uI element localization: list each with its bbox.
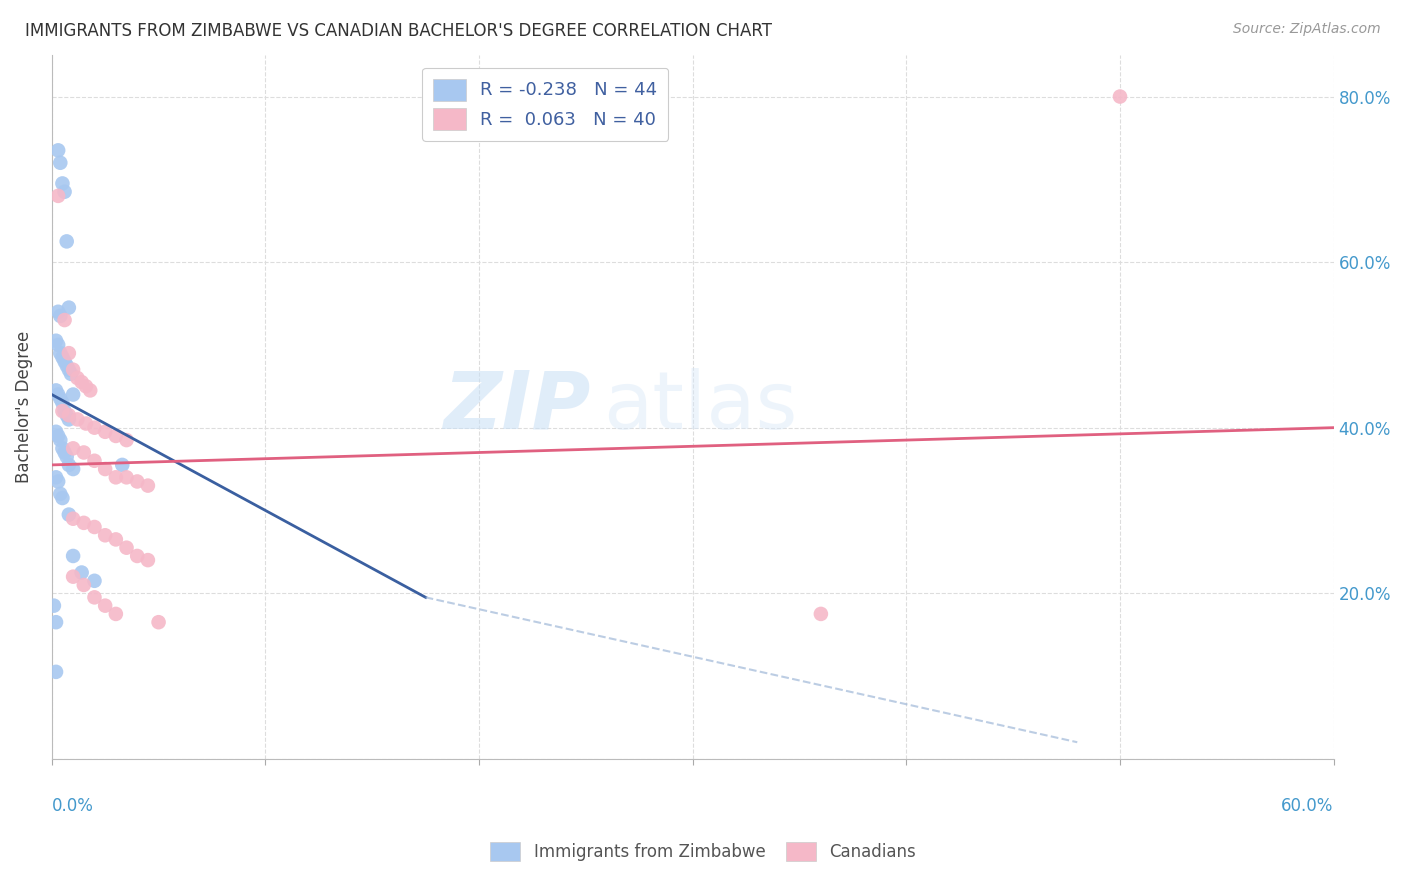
Point [83, 454, 105, 468]
Point [115, 433, 138, 447]
Point [45, 384, 67, 398]
Point [94, 599, 117, 613]
Point [55, 450, 77, 464]
Point [46, 338, 69, 352]
Point [62, 549, 84, 563]
Point [136, 478, 159, 492]
Point [51, 491, 73, 505]
Point [73, 516, 96, 530]
Point [46, 387, 69, 401]
Point [46, 144, 69, 158]
Point [58, 362, 80, 376]
Point [70, 566, 93, 580]
Point [148, 615, 170, 630]
Point [53, 354, 76, 368]
Point [51, 442, 73, 456]
Point [83, 420, 105, 434]
Point [42, 599, 65, 613]
Point [58, 412, 80, 426]
Point [51, 396, 73, 410]
Point [83, 591, 105, 605]
Point [58, 458, 80, 472]
Point [1109, 89, 1132, 103]
Point [136, 553, 159, 567]
Point [94, 425, 117, 439]
Point [58, 346, 80, 360]
Point [111, 458, 134, 472]
Legend: R = -0.238   N = 44, R =  0.063   N = 40: R = -0.238 N = 44, R = 0.063 N = 40 [422, 68, 668, 141]
Point [51, 404, 73, 418]
Point [46, 429, 69, 443]
Point [62, 512, 84, 526]
Point [104, 607, 127, 621]
Point [66, 412, 89, 426]
Point [49, 309, 72, 323]
Point [115, 470, 138, 484]
Point [49, 392, 72, 406]
Point [104, 429, 127, 443]
Point [104, 533, 127, 547]
Point [49, 433, 72, 447]
Point [55, 359, 77, 373]
Point [53, 404, 76, 418]
Point [55, 235, 77, 249]
Point [49, 155, 72, 169]
Text: 0.0%: 0.0% [52, 797, 94, 815]
Point [62, 462, 84, 476]
Point [45, 615, 67, 630]
Point [51, 351, 73, 365]
Point [46, 305, 69, 319]
Point [45, 665, 67, 679]
Text: Source: ZipAtlas.com: Source: ZipAtlas.com [1233, 22, 1381, 37]
Point [46, 475, 69, 489]
Point [73, 445, 96, 459]
Point [94, 462, 117, 476]
Point [58, 301, 80, 315]
Text: IMMIGRANTS FROM ZIMBABWE VS CANADIAN BACHELOR'S DEGREE CORRELATION CHART: IMMIGRANTS FROM ZIMBABWE VS CANADIAN BAC… [25, 22, 772, 40]
Point [115, 541, 138, 555]
Point [83, 574, 105, 588]
Point [53, 445, 76, 459]
Point [75, 417, 97, 431]
Point [59, 367, 82, 381]
Text: atlas: atlas [603, 368, 797, 446]
Point [62, 387, 84, 401]
Point [70, 375, 93, 389]
Point [810, 607, 832, 621]
Point [62, 362, 84, 376]
Point [53, 185, 76, 199]
Point [73, 578, 96, 592]
Point [58, 508, 80, 522]
Text: 60.0%: 60.0% [1281, 797, 1334, 815]
Point [75, 379, 97, 393]
Point [55, 409, 77, 423]
Point [127, 549, 149, 563]
Point [62, 569, 84, 583]
Y-axis label: Bachelor's Degree: Bachelor's Degree [15, 331, 32, 483]
Point [83, 520, 105, 534]
Point [45, 425, 67, 439]
Point [66, 371, 89, 385]
Point [62, 442, 84, 456]
Point [45, 470, 67, 484]
Point [94, 528, 117, 542]
Point [51, 177, 73, 191]
Point [104, 470, 127, 484]
Point [45, 334, 67, 348]
Text: ZIP: ZIP [443, 368, 591, 446]
Legend: Immigrants from Zimbabwe, Canadians: Immigrants from Zimbabwe, Canadians [484, 835, 922, 868]
Point [79, 384, 101, 398]
Point [49, 346, 72, 360]
Point [46, 189, 69, 203]
Point [53, 313, 76, 327]
Point [58, 409, 80, 423]
Point [127, 475, 149, 489]
Point [49, 487, 72, 501]
